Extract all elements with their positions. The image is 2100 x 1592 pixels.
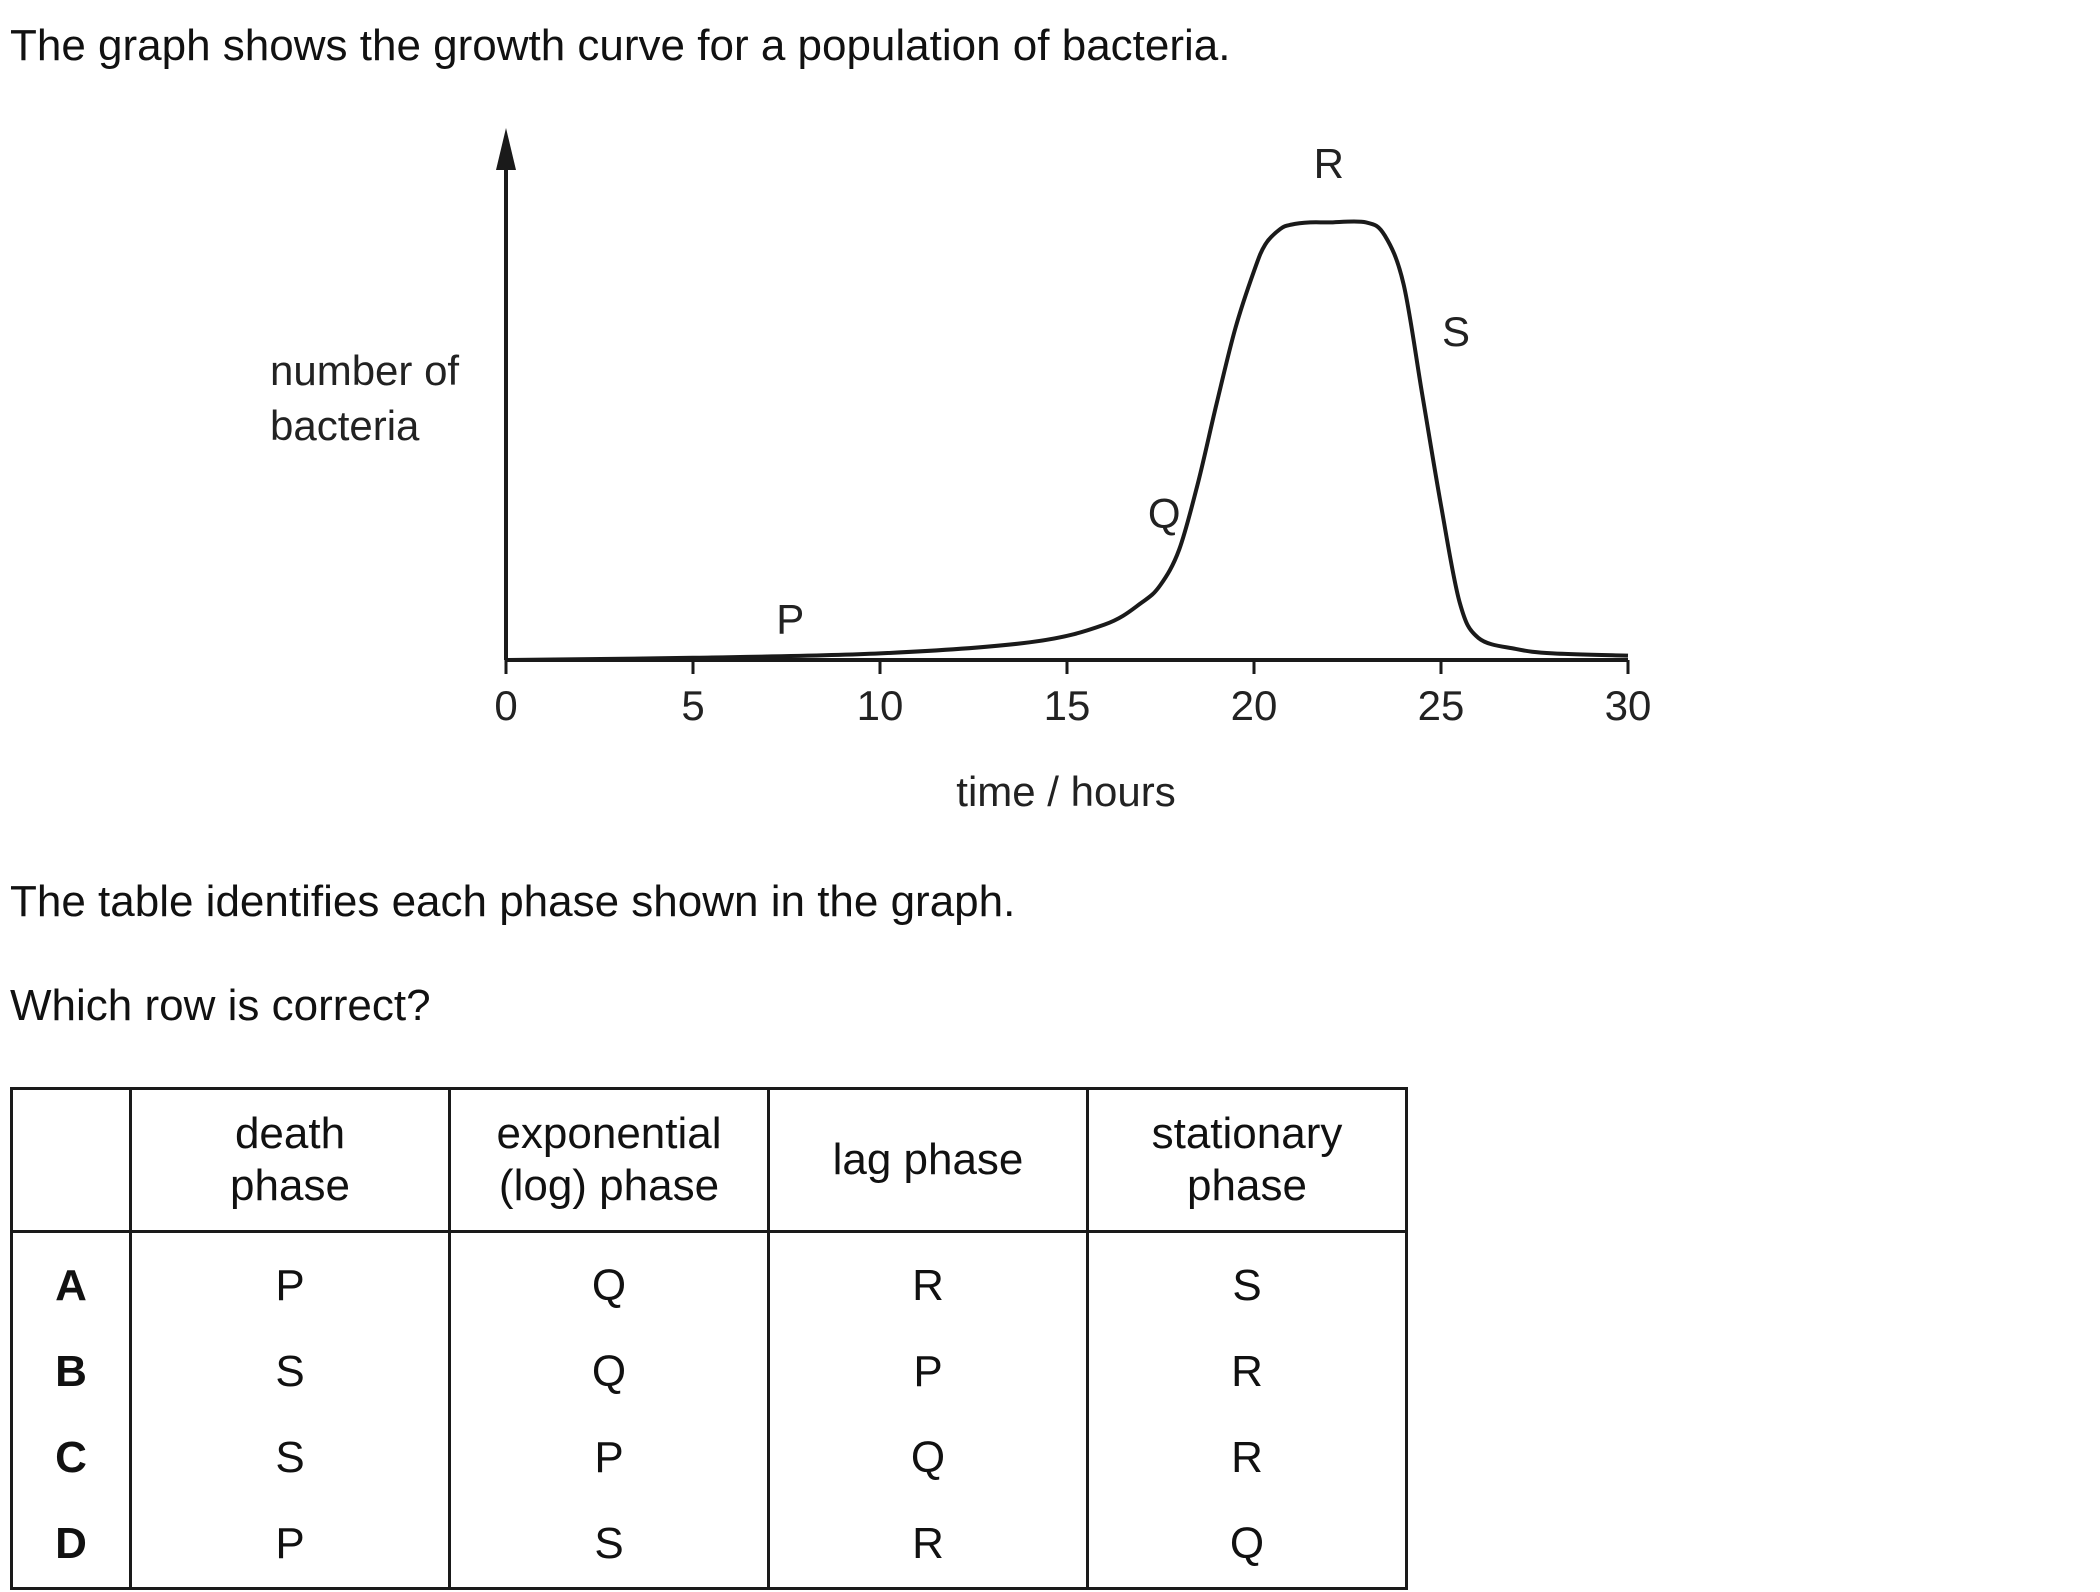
table-cell: R [767, 1231, 1089, 1329]
x-tick-label: 10 [857, 682, 904, 729]
table-cell: S [129, 1415, 451, 1501]
header-line: phase [230, 1161, 350, 1210]
table-intro-text: The table identifies each phase shown in… [10, 877, 1016, 926]
table-cell: R [767, 1501, 1089, 1590]
table-row-a[interactable]: A P Q R S [10, 1231, 1408, 1329]
chart-axes [496, 128, 1628, 662]
header-line: stationary [1151, 1109, 1343, 1158]
row-label: D [10, 1501, 132, 1590]
table-cell: P [129, 1231, 451, 1329]
growth-curve-line [505, 219, 1629, 662]
header-line: death [234, 1109, 346, 1158]
x-axis-label: time / hours [956, 768, 1175, 815]
x-tick-label: 25 [1418, 682, 1465, 729]
phase-label-s: S [1442, 308, 1470, 355]
table-cell: Q [448, 1329, 770, 1415]
header-empty-cell [10, 1087, 132, 1233]
header-line: exponential [496, 1109, 722, 1158]
x-tick-label: 5 [681, 682, 704, 729]
table-cell: Q [1086, 1501, 1408, 1590]
row-label: B [10, 1329, 132, 1415]
intro-text: The graph shows the growth curve for a p… [10, 21, 1231, 70]
phase-label-r: R [1314, 140, 1344, 187]
table-cell: R [1086, 1415, 1408, 1501]
x-tick-label: 30 [1605, 682, 1652, 729]
table-cell: P [767, 1329, 1089, 1415]
header-lag-phase: lag phase [767, 1087, 1089, 1233]
row-label: A [10, 1231, 132, 1329]
question-text: Which row is correct? [10, 981, 431, 1030]
x-axis-ticks: 0 5 10 15 20 25 30 [494, 660, 1651, 729]
phase-label-q: Q [1148, 489, 1181, 536]
phase-labels: P Q R S [776, 140, 1470, 642]
growth-curve-chart: 0 5 10 15 20 25 30 P Q R S number of bacteria tim… [270, 128, 1651, 815]
header-exponential-phase: exponential (log) phase [448, 1087, 770, 1233]
header-line: lag phase [832, 1135, 1024, 1184]
table-row-c[interactable]: C S P Q R [10, 1415, 1408, 1501]
y-axis-label-line-2: bacteria [270, 402, 420, 449]
table-cell: P [448, 1415, 770, 1501]
table-cell: Q [448, 1231, 770, 1329]
table-row-d[interactable]: D P S R Q [10, 1501, 1408, 1590]
header-line: phase [1187, 1161, 1307, 1210]
answer-table: death phase exponential (log) phase lag … [10, 1087, 1408, 1590]
table-cell: S [448, 1501, 770, 1590]
table-cell: P [129, 1501, 451, 1590]
table-header-row: death phase exponential (log) phase lag … [10, 1087, 1408, 1233]
y-axis-label-line-1: number of [270, 347, 459, 394]
table-cell: Q [767, 1415, 1089, 1501]
table-row-b[interactable]: B S Q P R [10, 1329, 1408, 1415]
header-death-phase: death phase [129, 1087, 451, 1233]
table-cell: S [129, 1329, 451, 1415]
header-stationary-phase: stationary phase [1086, 1087, 1408, 1233]
phase-label-p: P [776, 595, 804, 642]
x-tick-label: 15 [1044, 682, 1091, 729]
header-line: (log) phase [498, 1161, 720, 1210]
row-label: C [10, 1415, 132, 1501]
x-tick-label: 20 [1231, 682, 1278, 729]
table-cell: S [1086, 1231, 1408, 1329]
y-axis-arrow-icon [496, 128, 516, 170]
table-cell: R [1086, 1329, 1408, 1415]
x-tick-label: 0 [494, 682, 517, 729]
